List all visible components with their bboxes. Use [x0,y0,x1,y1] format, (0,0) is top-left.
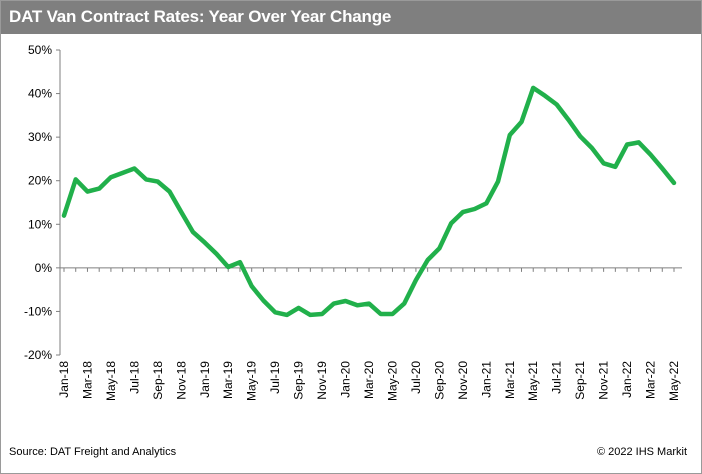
y-tick-label: -10% [24,304,52,318]
x-tick-label: Jan-22 [620,361,634,398]
y-tick-label: 50% [28,43,52,57]
x-tick-label: Jan-19 [198,361,212,398]
line-chart: -20% -10% 0% 10% 20% 30% 40% 50% Jan-18 Mar-18 May… [24,43,682,401]
x-tick-label: Mar-20 [362,361,376,399]
x-tick-label: May-21 [526,361,540,401]
x-tick-label: Nov-21 [597,361,611,400]
y-tick-label: 10% [28,217,52,231]
x-tick-label: Nov-20 [456,361,470,400]
x-tick-label: Sep-21 [573,361,587,400]
x-tick-label: Mar-19 [221,361,235,399]
title-bar: DAT Van Contract Rates: Year Over Year C… [1,1,701,34]
x-tick-label: Nov-18 [174,361,188,400]
x-tick-label: Mar-21 [503,361,517,399]
x-tick-label: Mar-18 [80,361,94,399]
y-tick-label: 0% [35,261,53,275]
x-tick-label: Jan-18 [57,361,71,398]
y-tick-label: 30% [28,130,52,144]
source-note: Source: DAT Freight and Analytics [9,446,177,458]
y-tick-label: 40% [28,87,52,101]
x-tick-label: Jul-19 [268,361,282,394]
x-tick-label: May-22 [667,361,681,401]
x-tick-label: Jul-18 [127,361,141,394]
x-tick-label: Sep-18 [151,361,165,400]
x-tick-label: Jul-20 [409,361,423,394]
y-tick-label: 20% [28,174,52,188]
x-tick-label: Mar-22 [644,361,658,399]
series-line [61,85,677,318]
chart-title: DAT Van Contract Rates: Year Over Year C… [9,7,392,26]
copyright-note: © 2022 IHS Markit [596,446,687,458]
x-tick-label: May-18 [104,361,118,401]
x-tick-label: Sep-19 [292,361,306,400]
x-tick-label: Nov-19 [315,361,329,400]
x-tick-label: May-20 [385,361,399,401]
x-tick-label: Sep-20 [432,361,446,400]
x-tick-label: May-19 [245,361,259,401]
x-tick-label: Jul-21 [550,361,564,394]
y-tick-label: -20% [24,348,52,362]
x-tick-label: Jan-20 [339,361,353,398]
x-tick-label: Jan-21 [479,361,493,398]
